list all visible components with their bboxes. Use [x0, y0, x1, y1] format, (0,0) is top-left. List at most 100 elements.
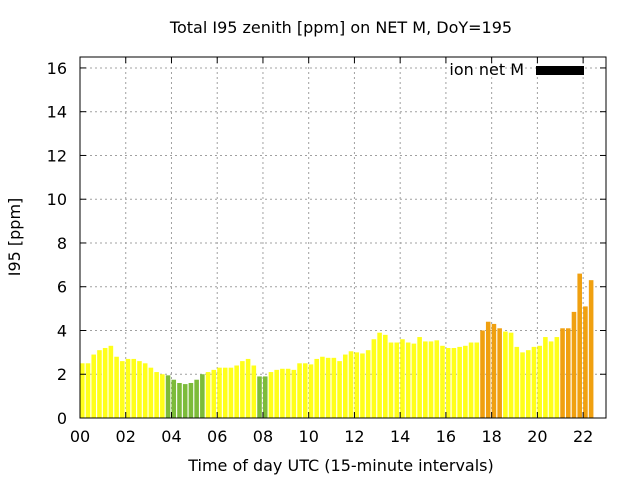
bar — [331, 357, 337, 418]
bar — [520, 352, 525, 418]
x-tick-label: 14 — [390, 427, 410, 446]
x-tick-label: 08 — [253, 427, 273, 446]
bar — [108, 345, 114, 418]
bar — [211, 369, 217, 418]
chart-title: Total I95 zenith [ppm] on NET M, DoY=195 — [169, 18, 512, 37]
bar — [360, 353, 365, 418]
bar — [457, 346, 462, 418]
y-tick-label: 8 — [57, 234, 67, 253]
y-tick-label: 6 — [57, 278, 67, 297]
bar — [188, 382, 194, 418]
x-tick-label: 06 — [207, 427, 227, 446]
bar — [160, 374, 165, 418]
bar — [240, 361, 245, 418]
bar — [257, 376, 262, 418]
bar — [571, 311, 577, 418]
bar — [371, 339, 377, 418]
x-axis-label: Time of day UTC (15-minute intervals) — [187, 456, 494, 475]
bar — [565, 328, 571, 418]
bar — [394, 342, 400, 418]
bar — [417, 337, 422, 418]
bar — [383, 334, 388, 418]
bar — [348, 351, 354, 418]
bar — [577, 273, 582, 418]
x-tick-label: 10 — [299, 427, 319, 446]
bar — [217, 367, 222, 418]
bar — [308, 364, 314, 418]
bar — [148, 367, 154, 418]
bar — [91, 354, 97, 418]
bar — [463, 345, 468, 418]
bar — [165, 375, 171, 418]
bar — [537, 345, 542, 418]
bar — [365, 350, 371, 418]
bar — [485, 321, 491, 418]
y-axis-label: I95 [ppm] — [5, 198, 24, 277]
bar — [554, 337, 560, 418]
y-tick-label: 2 — [57, 365, 67, 384]
bar — [194, 379, 199, 418]
bar — [548, 341, 554, 418]
bar — [588, 280, 594, 418]
bar — [302, 363, 308, 418]
bar — [468, 342, 474, 418]
bar — [497, 328, 502, 418]
bar — [428, 341, 434, 418]
bar — [228, 367, 234, 418]
bar — [120, 361, 125, 418]
x-tick-label: 22 — [573, 427, 593, 446]
bar — [245, 358, 251, 418]
bar — [325, 357, 331, 418]
bar — [354, 352, 360, 418]
bar — [177, 382, 182, 418]
bar — [543, 337, 548, 418]
legend-swatch — [536, 66, 584, 75]
bar — [445, 347, 451, 418]
x-tick-label: 20 — [527, 427, 547, 446]
bar — [405, 342, 411, 418]
x-tick-label: 12 — [344, 427, 364, 446]
bar — [411, 343, 417, 418]
bar — [531, 346, 537, 418]
bar — [388, 342, 394, 418]
bar — [125, 358, 131, 418]
bar — [320, 356, 325, 418]
x-tick-label: 04 — [161, 427, 181, 446]
bar — [400, 339, 405, 418]
bar — [583, 306, 588, 418]
bar — [131, 358, 137, 418]
bar — [503, 331, 508, 418]
bar — [142, 363, 148, 418]
y-tick-label: 16 — [47, 59, 67, 78]
bar — [268, 372, 274, 418]
bar — [200, 374, 205, 418]
bar — [97, 350, 102, 418]
bar — [274, 369, 279, 418]
x-tick-label: 18 — [481, 427, 501, 446]
bar — [114, 356, 119, 418]
x-tick-label: 02 — [116, 427, 136, 446]
bar — [222, 367, 228, 418]
bar — [491, 323, 497, 418]
legend-label: ion net M — [449, 60, 524, 79]
y-tick-label: 10 — [47, 190, 67, 209]
bar — [137, 361, 142, 418]
bar — [451, 347, 457, 418]
bar — [337, 361, 342, 418]
bar — [434, 340, 440, 418]
y-tick-label: 14 — [47, 103, 67, 122]
bar — [377, 332, 382, 418]
bar — [102, 347, 108, 418]
bar — [80, 363, 85, 418]
bar — [85, 363, 91, 418]
bar — [297, 363, 302, 418]
bar — [508, 332, 514, 418]
y-tick-label: 12 — [47, 146, 67, 165]
bar — [474, 342, 480, 418]
plot-frame — [79, 56, 607, 419]
bar — [291, 369, 297, 418]
bar — [514, 346, 520, 418]
bar — [285, 368, 291, 418]
